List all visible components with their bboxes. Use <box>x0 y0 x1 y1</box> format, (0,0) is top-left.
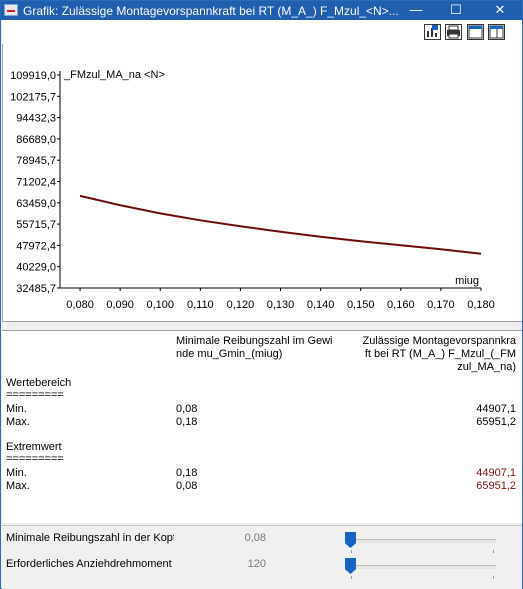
col2-header-line: Zulässige Montagevorspannkra <box>362 335 516 347</box>
x-tick-label: 0,150 <box>347 299 375 311</box>
y-tick-label: 78945,7 <box>16 155 56 167</box>
y-tick-label: 102175,7 <box>10 91 56 103</box>
x-tick-label: 0,080 <box>66 299 94 311</box>
param-value-friction: 0,08 <box>244 532 266 544</box>
col1-header-line: nde mu_Gmin_(miug) <box>176 348 283 360</box>
row-label: Min. <box>6 403 27 415</box>
x-tick-label: 0,110 <box>187 299 214 311</box>
chart-toolbar <box>2 20 522 44</box>
row-value-2: 65951,2 <box>476 416 516 428</box>
row-label: Max. <box>6 416 30 428</box>
friction-slider-thumb[interactable] <box>345 532 356 548</box>
param-label-friction: Minimale Reibungszahl in der Kopfa <box>6 532 174 544</box>
line-chart: 109919,0 102175,7 94432,3 86689,0 78945,7 712… <box>10 69 495 311</box>
col2-header-line: zul_MA_na) <box>457 361 516 373</box>
row-label: Max. <box>6 480 30 492</box>
torque-slider-track[interactable] <box>348 565 496 569</box>
col2-header: Zulässige Montagevorspannkra ft bei RT (… <box>363 335 516 374</box>
x-axis-label: miug <box>455 275 479 287</box>
col1-header: Minimale Reibungszahl im Gewi nde mu_Gmi… <box>176 335 333 361</box>
x-tick-label: 0,120 <box>227 299 255 311</box>
slider-tick <box>493 550 494 553</box>
title-bar[interactable]: Grafik: Zulässige Montagevorspannkraft b… <box>1 1 522 20</box>
maximize-button[interactable]: ☐ <box>450 2 462 17</box>
window-icon[interactable] <box>467 24 484 40</box>
statistics-table: Minimale Reibungszahl im Gewi nde mu_Gmi… <box>2 330 522 523</box>
parameter-panel: Minimale Reibungszahl in der Kopfa 0,08 … <box>2 525 522 589</box>
y-tick-label: 32485,7 <box>16 283 56 295</box>
slider-tick <box>351 576 352 579</box>
minimize-button[interactable]: — <box>409 2 423 17</box>
section-underline: ========= <box>6 389 64 401</box>
y-tick-label: 47972,4 <box>16 240 56 252</box>
x-tick-label: 0,180 <box>467 299 495 311</box>
friction-slider-track[interactable] <box>348 539 496 543</box>
y-tick-label: 94432,3 <box>16 113 56 125</box>
chart-settings-icon[interactable] <box>424 24 441 40</box>
window-title: Grafik: Zulässige Montagevorspannkraft b… <box>23 4 399 18</box>
y-tick-label: 40229,0 <box>16 262 56 274</box>
y-tick-label: 55715,7 <box>16 219 56 231</box>
section-title: Extremwert <box>6 441 62 453</box>
y-tick-label: 109919,0 <box>10 70 56 82</box>
row-value-2: 44907,1 <box>476 403 516 415</box>
row-value-2: 65951,2 <box>476 480 516 492</box>
col2-header-line: ft bei RT (M_A_) F_Mzul_(_FM <box>364 348 516 360</box>
x-tick-label: 0,170 <box>427 299 455 311</box>
y-tick-label: 71202,4 <box>16 176 56 188</box>
row-value-2: 44907,1 <box>476 467 516 479</box>
col1-header-line: Minimale Reibungszahl im Gewi <box>176 335 333 347</box>
torque-slider-thumb[interactable] <box>345 558 356 574</box>
row-value-1: 0,18 <box>176 467 198 479</box>
app-icon <box>4 4 18 16</box>
row-label: Min. <box>6 467 27 479</box>
section-underline: ========= <box>6 453 64 465</box>
row-value-1: 0,08 <box>176 403 198 415</box>
row-value-1: 0,18 <box>176 416 198 428</box>
x-tick-label: 0,160 <box>387 299 415 311</box>
x-tick-label: 0,090 <box>106 299 134 311</box>
series-line <box>79 194 482 255</box>
slider-tick <box>493 576 494 579</box>
close-button[interactable]: ✕ <box>494 2 506 17</box>
x-tick-label: 0,100 <box>146 299 174 311</box>
y-tick-label: 86689,0 <box>16 134 56 146</box>
split-view-icon[interactable] <box>488 24 505 40</box>
y-axis-label: _FMzul_MA_na <N> <box>63 69 165 81</box>
param-value-torque: 120 <box>247 558 266 570</box>
x-tick-label: 0,140 <box>307 299 335 311</box>
chart-panel: 109919,0 102175,7 94432,3 86689,0 78945,7 712… <box>2 44 522 322</box>
y-tick-label: 63459,0 <box>16 198 56 210</box>
slider-tick <box>351 550 352 553</box>
row-value-1: 0,08 <box>176 480 198 492</box>
section-title: Wertebereich <box>6 377 72 389</box>
x-tick-label: 0,130 <box>267 299 295 311</box>
param-label-torque: Erforderliches Anziehdrehmoment b <box>6 558 174 570</box>
print-icon[interactable] <box>445 24 462 40</box>
